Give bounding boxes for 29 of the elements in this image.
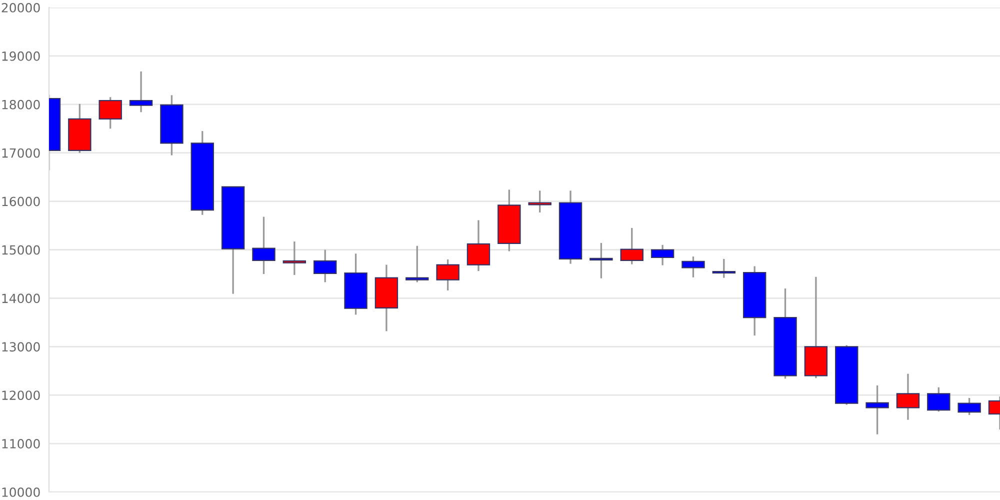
y-tick-label: 12000 — [2, 390, 40, 400]
candlestick — [282, 240, 306, 276]
candlestick — [958, 397, 981, 416]
candlestick — [436, 258, 460, 292]
y-tick-label: 11000 — [2, 439, 40, 448]
candlestick — [252, 216, 276, 275]
candlestick — [98, 96, 122, 130]
y-tick-label: 20000 — [2, 2, 40, 12]
y-tick-label: 16000 — [2, 196, 40, 206]
candlestick — [896, 372, 920, 421]
candlestick — [528, 190, 552, 214]
candlestick — [712, 258, 736, 279]
candlestick — [129, 70, 153, 113]
candlestick — [650, 244, 674, 266]
y-tick-label: 13000 — [2, 342, 40, 352]
candlestick — [314, 248, 337, 284]
candlestick — [682, 256, 705, 278]
candlestick — [406, 245, 429, 284]
candlestick — [466, 219, 490, 272]
candlestick — [620, 227, 644, 266]
y-tick-label: 18000 — [2, 100, 40, 110]
candlestick — [866, 384, 889, 436]
y-tick-label: 10000 — [2, 487, 40, 497]
candlestick — [927, 386, 950, 412]
y-tick-label: 14000 — [2, 294, 40, 304]
y-tick-label: 15000 — [2, 245, 40, 255]
y-tick-label: 19000 — [2, 51, 40, 61]
candlestick — [590, 242, 613, 280]
y-tick-label: 17000 — [2, 148, 40, 158]
